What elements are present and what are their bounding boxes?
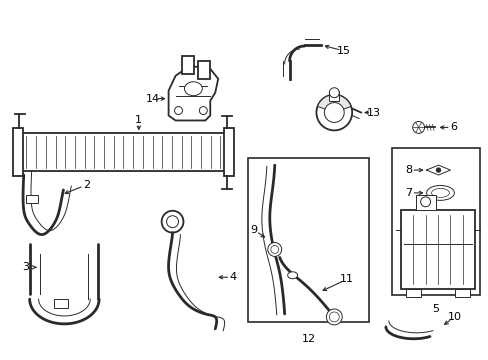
Ellipse shape xyxy=(426,185,453,201)
Wedge shape xyxy=(317,95,350,113)
Bar xyxy=(247,158,368,322)
Ellipse shape xyxy=(431,188,448,197)
Ellipse shape xyxy=(184,82,202,96)
Text: 3: 3 xyxy=(22,262,30,272)
Text: 4: 4 xyxy=(229,272,236,282)
Circle shape xyxy=(325,309,342,325)
Circle shape xyxy=(162,211,183,233)
Text: 1: 1 xyxy=(135,116,142,126)
Circle shape xyxy=(199,107,207,114)
Text: 14: 14 xyxy=(145,94,160,104)
Circle shape xyxy=(267,243,281,256)
Circle shape xyxy=(328,312,339,322)
Bar xyxy=(391,148,479,295)
Text: 13: 13 xyxy=(366,108,380,117)
Text: 11: 11 xyxy=(340,274,353,284)
Bar xyxy=(224,129,234,176)
Circle shape xyxy=(420,197,429,207)
Text: 6: 6 xyxy=(449,122,456,132)
Bar xyxy=(54,299,68,308)
Bar xyxy=(454,289,469,297)
Bar xyxy=(400,210,474,289)
Bar xyxy=(405,289,420,297)
Text: 8: 8 xyxy=(405,165,411,175)
Circle shape xyxy=(174,107,182,114)
Bar xyxy=(13,129,22,176)
Circle shape xyxy=(436,168,440,172)
Text: 15: 15 xyxy=(337,46,350,56)
Text: 9: 9 xyxy=(250,225,257,235)
Polygon shape xyxy=(426,165,449,175)
Bar xyxy=(182,56,194,74)
Polygon shape xyxy=(168,66,218,121)
Circle shape xyxy=(316,95,351,130)
Text: 7: 7 xyxy=(405,188,411,198)
Circle shape xyxy=(270,246,278,253)
Text: 5: 5 xyxy=(431,304,438,314)
Text: 12: 12 xyxy=(301,334,315,344)
Bar xyxy=(328,91,339,100)
Bar xyxy=(17,133,230,171)
Text: 2: 2 xyxy=(82,180,90,190)
Bar xyxy=(198,61,210,79)
Circle shape xyxy=(412,121,424,133)
Circle shape xyxy=(328,88,339,98)
Circle shape xyxy=(166,216,178,228)
Bar xyxy=(415,195,435,210)
Ellipse shape xyxy=(287,272,297,279)
Circle shape xyxy=(324,103,344,122)
Bar xyxy=(26,195,38,203)
Text: 10: 10 xyxy=(447,312,460,322)
